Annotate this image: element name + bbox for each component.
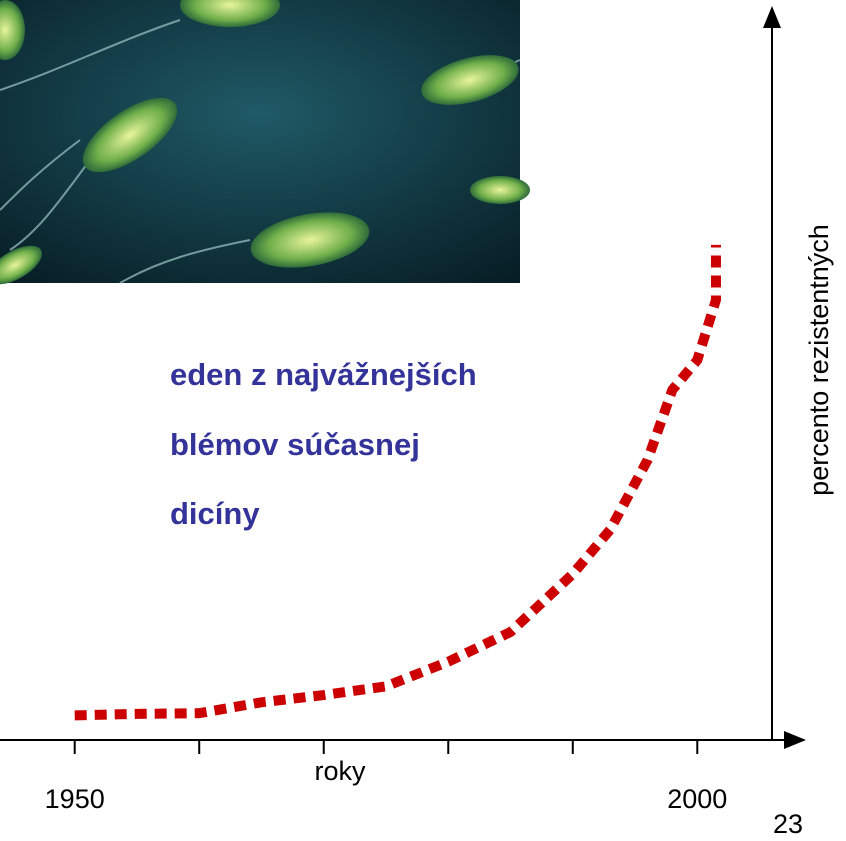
- page: eden z najvážnejších blémov súčasnej dic…: [0, 0, 846, 841]
- slide: eden z najvážnejších blémov súčasnej dic…: [0, 0, 846, 841]
- y-axis-arrow: [763, 6, 781, 28]
- x-axis-arrow: [784, 731, 806, 749]
- heading-line: dicíny: [170, 496, 260, 531]
- y-axis-label: percento rezistentných: [804, 224, 834, 496]
- heading-line: blémov súčasnej: [170, 427, 420, 462]
- x-tick-label: 2000: [667, 784, 727, 814]
- x-tick-label: 1950: [45, 784, 105, 814]
- data-line: [75, 245, 716, 716]
- heading-line: eden z najvážnejších: [170, 357, 477, 392]
- page-number: 23: [773, 809, 803, 839]
- bacteria-photo: [0, 0, 530, 292]
- x-axis-label: roky: [314, 756, 366, 786]
